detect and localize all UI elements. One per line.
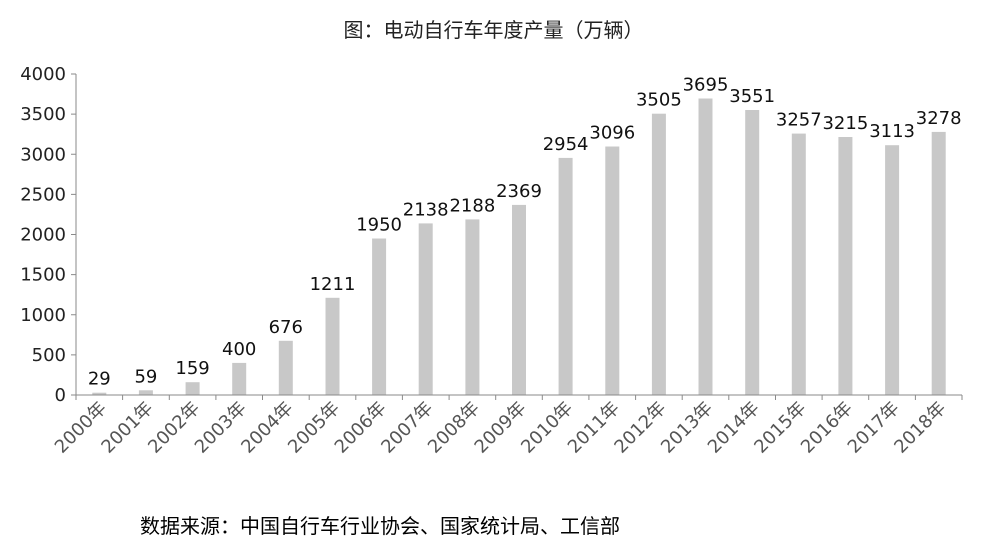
- x-tick-label: 2015年: [750, 398, 810, 458]
- bar: [278, 340, 293, 395]
- x-tick-label: 2013年: [657, 398, 717, 458]
- y-tick-label: 4000: [20, 64, 66, 85]
- data-label: 400: [222, 339, 256, 360]
- bar: [465, 219, 480, 395]
- y-tick-label: 1000: [20, 305, 66, 326]
- x-tick-label: 2018年: [890, 398, 950, 458]
- x-tick-label: 2014年: [704, 398, 764, 458]
- y-axis-ticks: 0 500 1000 1500 2000 2500 3000 3500 4000: [20, 64, 66, 406]
- x-tick-label: 2004年: [237, 398, 297, 458]
- data-label: 2369: [496, 181, 542, 202]
- x-tick-label: 2016年: [797, 398, 857, 458]
- bar: [791, 133, 806, 395]
- y-tick-label: 500: [32, 345, 66, 366]
- bar: [605, 146, 620, 395]
- x-tick-label: 2007年: [377, 398, 437, 458]
- chart-title: 图：电动自行车年度产量（万辆）: [343, 18, 644, 42]
- x-tick-label: 2010年: [517, 398, 577, 458]
- x-tick-label: 2011年: [564, 398, 624, 458]
- bar: [372, 238, 387, 395]
- data-label: 3096: [589, 123, 635, 144]
- x-tick-label: 2009年: [471, 398, 531, 458]
- data-label: 29: [88, 369, 111, 390]
- x-tick-label: 2000年: [51, 398, 111, 458]
- x-tick-label: 2003年: [191, 398, 251, 458]
- y-tick-label: 0: [55, 385, 66, 406]
- bar: [512, 204, 526, 395]
- bar: [325, 297, 340, 395]
- bar: [885, 145, 900, 395]
- data-label: 3695: [683, 75, 729, 96]
- x-tick-label: 2012年: [610, 398, 670, 458]
- data-label: 2954: [543, 134, 589, 155]
- bar: [558, 157, 573, 395]
- y-tick-label: 3000: [20, 144, 66, 165]
- bar: [838, 137, 853, 395]
- source-note: 数据来源：中国自行车行业协会、国家统计局、工信部: [140, 514, 620, 538]
- bar: [232, 362, 247, 395]
- axes: [71, 73, 963, 400]
- bars: [92, 98, 946, 395]
- data-label: 1950: [356, 215, 402, 236]
- data-label: 3278: [916, 108, 962, 129]
- data-label: 3505: [636, 90, 682, 111]
- data-label: 3551: [729, 86, 775, 107]
- data-label: 159: [175, 358, 209, 379]
- y-tick-label: 3500: [20, 104, 66, 125]
- data-label: 1211: [310, 274, 356, 295]
- y-tick-label: 1500: [20, 265, 66, 286]
- bar: [698, 98, 713, 395]
- y-tick-label: 2000: [20, 225, 66, 246]
- data-label: 2188: [449, 195, 495, 216]
- x-tick-label: 2008年: [424, 398, 484, 458]
- x-tick-label: 2005年: [284, 398, 344, 458]
- data-label: 59: [134, 366, 157, 387]
- x-axis-ticks: 2000年2001年2002年2003年2004年2005年2006年2007年…: [51, 398, 950, 458]
- bar: [651, 113, 666, 395]
- bar: [745, 110, 760, 395]
- data-label: 676: [269, 317, 303, 338]
- data-label: 3215: [822, 113, 868, 134]
- data-label: 3113: [869, 121, 915, 142]
- bar: [92, 392, 107, 395]
- data-label: 3257: [776, 110, 822, 131]
- bar: [138, 390, 153, 395]
- bar: [418, 223, 433, 395]
- x-tick-label: 2017年: [844, 398, 904, 458]
- y-tick-label: 2500: [20, 184, 66, 205]
- x-tick-label: 2001年: [97, 398, 157, 458]
- bar: [185, 382, 200, 395]
- data-label: 2138: [403, 199, 449, 220]
- bar: [931, 131, 946, 395]
- x-tick-label: 2006年: [331, 398, 391, 458]
- x-tick-label: 2002年: [144, 398, 204, 458]
